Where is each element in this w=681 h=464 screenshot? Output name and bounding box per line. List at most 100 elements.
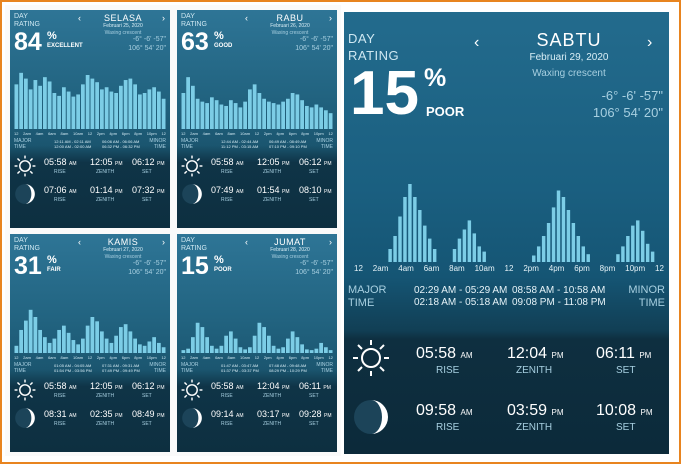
activity-bar xyxy=(571,223,576,262)
activity-bar xyxy=(616,254,620,262)
sun-zenith-time: 12:04 PM xyxy=(507,345,564,362)
hour-tick-label: 4pm xyxy=(276,355,285,360)
activity-bar xyxy=(24,78,28,129)
hour-tick-label: 10am xyxy=(240,131,251,136)
activity-bar xyxy=(62,325,66,353)
hour-tick-label: 2am xyxy=(23,131,31,136)
set-label: SET xyxy=(142,421,152,427)
hour-axis: 12 2am 4am 6am 8am 10am 12 2pm 4pm 6pm 8pm 10pm 12 xyxy=(354,264,664,273)
moon-row: 08:31 AM RISE 02:35 PM ZENITH 08:49 PM S… xyxy=(10,405,170,431)
percent-sign: % xyxy=(424,64,447,92)
rating-quality: EXCELLENT xyxy=(47,43,83,49)
next-day-button[interactable]: › xyxy=(647,34,653,51)
activity-bar xyxy=(147,341,152,353)
activity-bar xyxy=(57,95,61,129)
hour-tick-label: 4pm xyxy=(276,131,285,136)
hour-tick-label: 2am xyxy=(190,131,198,136)
activity-bar xyxy=(276,348,281,353)
prev-day-button[interactable]: ‹ xyxy=(78,13,81,23)
sunrise-time: 05:58 AM xyxy=(44,381,77,391)
activity-bar xyxy=(319,342,323,353)
activity-bar xyxy=(214,100,219,129)
minor-time-label: MINOR TIME xyxy=(149,362,166,374)
moon-icon xyxy=(15,408,35,428)
percent-sign: % xyxy=(214,30,224,42)
activity-bar xyxy=(57,329,61,353)
prev-day-button[interactable]: ‹ xyxy=(245,13,248,23)
hour-tick-label: 4pm xyxy=(109,131,118,136)
activity-bar xyxy=(142,93,147,129)
day-card[interactable]: DAY RATING ‹ JUMAT › Februari 28, 2020 W… xyxy=(177,234,337,452)
activity-bar xyxy=(104,338,109,353)
prev-day-button[interactable]: ‹ xyxy=(474,34,480,51)
activity-bar xyxy=(233,338,238,353)
rating-percent: 84 xyxy=(14,28,42,56)
hour-tick-label: 6pm xyxy=(121,355,130,360)
rating-percent: 15 xyxy=(181,252,209,280)
activity-bar xyxy=(229,100,233,129)
activity-bar xyxy=(81,338,85,353)
prev-day-button[interactable]: ‹ xyxy=(245,237,248,247)
latitude: -6° -6' -57" xyxy=(132,36,166,43)
day-card[interactable]: DAY RATING ‹ RABU › Februari 26, 2020 Wa… xyxy=(177,10,337,228)
minor-times: 07:48 AM - 09:48 AM 08:29 PM - 10:29 PM xyxy=(269,363,307,373)
hour-tick-label: 12 xyxy=(328,355,333,360)
activity-bar xyxy=(314,104,319,129)
hour-axis: 12 2am 4am 6am 8am 10am 12 2pm 4pm 6pm 8pm 10pm 12 xyxy=(14,355,166,360)
minor-time-label: MINOR TIME xyxy=(316,138,333,150)
activity-bar xyxy=(276,104,281,129)
sun-icon xyxy=(181,155,203,177)
moon-icon xyxy=(15,184,35,204)
activity-bar xyxy=(147,89,152,129)
hour-tick-label: 6am xyxy=(215,355,223,360)
activity-bar xyxy=(33,80,38,129)
hour-tick-label: 8am xyxy=(60,355,69,360)
activity-bar xyxy=(467,220,472,262)
activity-bar xyxy=(43,337,47,353)
minor-times: 08:58 AM - 10:58 AM 09:08 PM - 11:08 PM xyxy=(512,285,606,308)
set-label: SET xyxy=(309,197,319,203)
activity-bar xyxy=(243,349,247,353)
activity-bar xyxy=(286,338,290,353)
rating-label: RATING xyxy=(181,245,207,252)
activity-bar xyxy=(477,246,481,262)
moon-icon xyxy=(182,408,202,428)
activity-bar xyxy=(123,324,128,353)
hour-tick-label: 10pm xyxy=(313,131,324,136)
hour-tick-label: 8am xyxy=(60,131,69,136)
next-day-button[interactable]: › xyxy=(329,13,332,23)
next-day-button[interactable]: › xyxy=(329,237,332,247)
hour-tick-label: 12 xyxy=(354,264,363,273)
activity-bar xyxy=(100,331,104,353)
activity-bar xyxy=(281,101,285,129)
activity-bar xyxy=(581,246,585,262)
hour-tick-label: 12 xyxy=(87,131,93,136)
activity-bar xyxy=(252,84,257,129)
activity-chart xyxy=(14,72,166,129)
prev-day-button[interactable]: ‹ xyxy=(78,237,81,247)
activity-chart xyxy=(388,184,655,262)
minor-time-label: MINOR TIME xyxy=(149,138,166,150)
activity-bar xyxy=(95,321,99,353)
day-card[interactable]: DAY RATING ‹ SELASA › Februari 25, 2020 … xyxy=(10,10,170,228)
activity-chart xyxy=(181,77,333,129)
activity-bar xyxy=(295,94,300,129)
set-label: SET xyxy=(616,422,636,433)
next-day-button[interactable]: › xyxy=(162,237,165,247)
day-detail-panel: DAY RATING ‹ SABTU › Februari 29, 2020 W… xyxy=(344,12,669,454)
hour-tick-label: 8pm xyxy=(301,355,310,360)
activity-bar xyxy=(138,344,142,353)
moonset-time: 08:10 PM xyxy=(299,185,332,195)
activity-bar xyxy=(210,97,214,129)
major-times: 02:29 AM - 05:29 AM 02:18 AM - 05:18 AM xyxy=(414,285,508,308)
activity-bar xyxy=(267,101,271,129)
moon-phase: Waxing crescent xyxy=(271,254,309,260)
activity-bar xyxy=(262,327,266,353)
longitude: 106° 54' 20" xyxy=(128,45,166,52)
day-card[interactable]: DAY RATING ‹ KAMIS › Februari 27, 2020 W… xyxy=(10,234,170,452)
moonset-time: 10:08 PM xyxy=(596,402,653,419)
next-day-button[interactable]: › xyxy=(162,13,165,23)
hour-tick-label: 2am xyxy=(372,264,389,273)
activity-bar xyxy=(210,345,214,353)
activity-bar xyxy=(219,345,224,353)
